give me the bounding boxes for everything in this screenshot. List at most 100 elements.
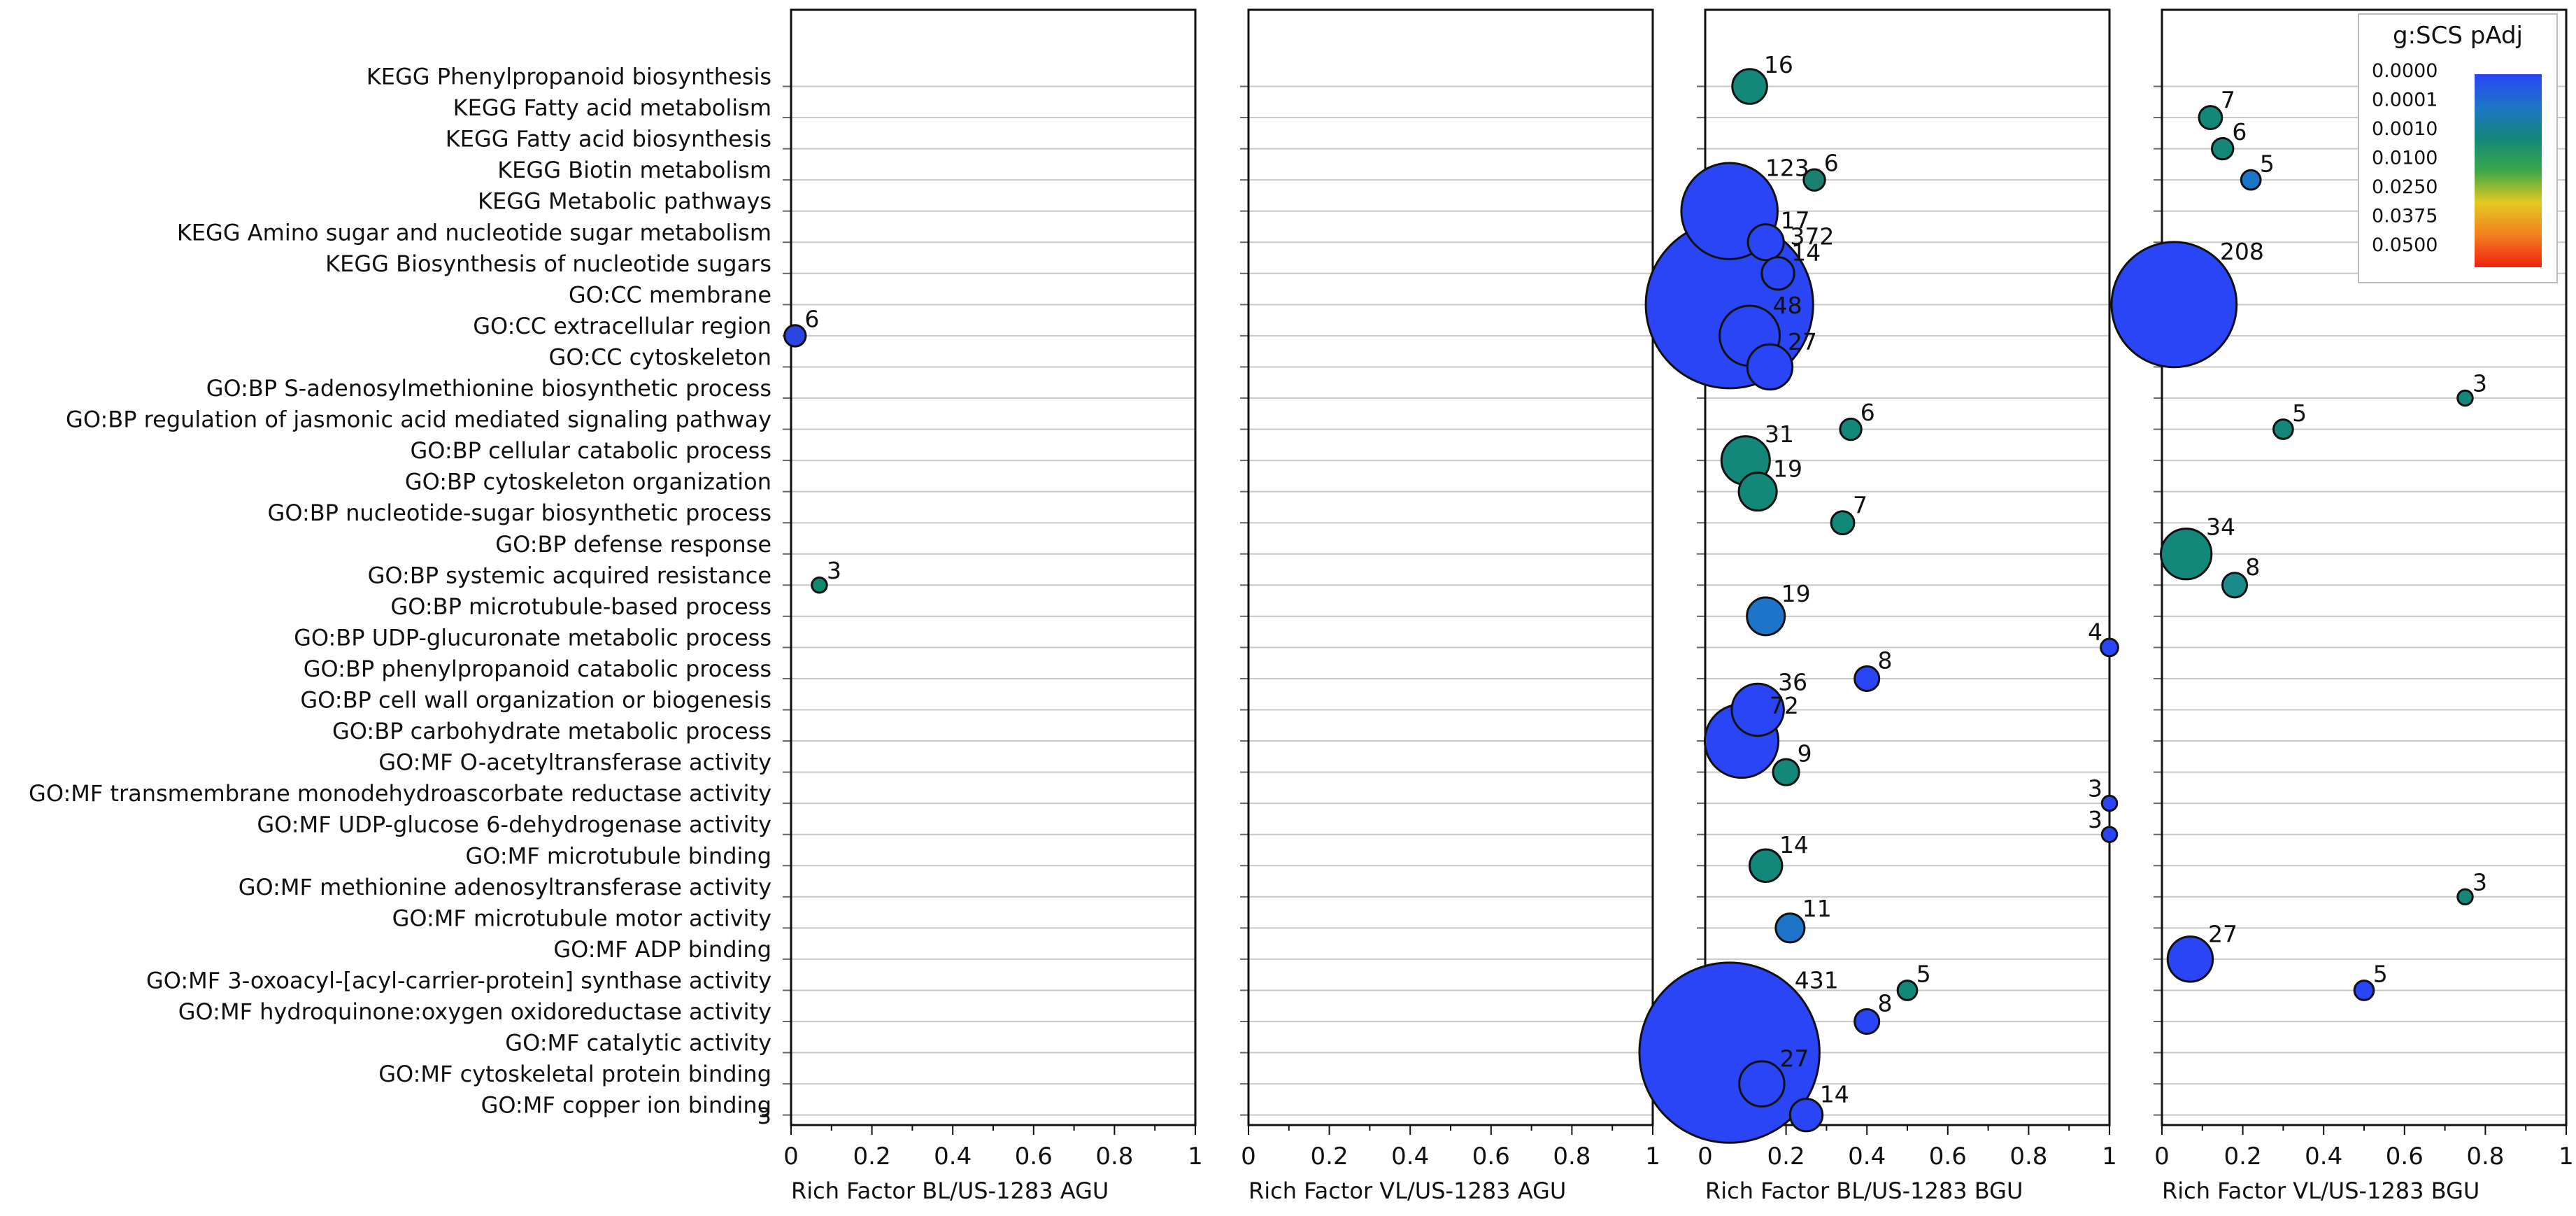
x-tick-label: 1 [2559, 1143, 2574, 1171]
bubble-label: 6 [1824, 150, 1839, 177]
bubble [2100, 826, 2119, 843]
bubble [1774, 912, 1806, 944]
category-label: GO:BP cell wall organization or biogenes… [300, 687, 771, 714]
bubble [1830, 510, 1856, 536]
stray-tick-label: 3 [757, 1103, 771, 1129]
bubble-label: 6 [804, 305, 819, 332]
x-tick-label: 0.6 [1472, 1143, 1510, 1171]
category-label: GO:MF transmembrane monodehydroascorbate… [29, 780, 771, 807]
x-tick-label: 0.8 [1095, 1143, 1133, 1171]
category-label: GO:BP nucleotide-sugar biosynthetic proc… [268, 500, 771, 526]
category-label: KEGG Phenylpropanoid biosynthesis [367, 64, 771, 90]
x-tick-label: 0.4 [1848, 1143, 1886, 1171]
bubble [2211, 136, 2235, 161]
bubble [1772, 758, 1800, 786]
category-label: KEGG Biosynthesis of nucleotide sugars [325, 250, 771, 277]
bubble [2160, 528, 2213, 581]
x-tick-label: 0 [2154, 1143, 2170, 1171]
bubble-label: 27 [1788, 328, 1817, 355]
bubble-label: 9 [1798, 740, 1812, 768]
bubble-label: 5 [2260, 150, 2275, 177]
x-tick-label: 0.2 [853, 1143, 891, 1171]
x-tick-label: 0.4 [2305, 1143, 2342, 1171]
category-label: GO:BP defense response [495, 531, 771, 558]
category-label: GO:BP S-adenosylmethionine biosynthetic … [206, 375, 771, 402]
x-tick-label: 1 [1188, 1143, 1203, 1171]
bubble-label: 8 [2245, 553, 2260, 581]
legend-color-bar [2475, 74, 2542, 267]
bubble-label: 8 [1877, 990, 1892, 1017]
bubble [2221, 572, 2249, 599]
bubble [1730, 682, 1785, 737]
bubble-label: 8 [1877, 647, 1892, 674]
bubble-label: 3 [827, 557, 841, 584]
x-axis-title: Rich Factor VL/US-1283 BGU [2162, 1178, 2479, 1204]
category-label: GO:CC membrane [569, 281, 771, 308]
category-label: GO:MF microtubule binding [465, 842, 771, 869]
category-label: KEGG Fatty acid metabolism [453, 94, 771, 121]
x-tick-label: 0.4 [1391, 1143, 1429, 1171]
category-label: GO:MF cytoskeletal protein binding [378, 1061, 771, 1087]
x-tick-label: 0.2 [2224, 1143, 2262, 1171]
x-tick-label: 0.4 [934, 1143, 972, 1171]
bubble-label: 5 [1916, 961, 1931, 988]
category-label: GO:MF ADP binding [553, 936, 771, 963]
x-tick-label: 0.6 [2386, 1143, 2424, 1171]
category-label: GO:MF copper ion binding [481, 1092, 771, 1119]
bubble-label: 7 [2221, 87, 2235, 114]
category-label: GO:BP carbohydrate metabolic process [332, 718, 771, 744]
bubble [1749, 848, 1784, 883]
legend-title: g:SCS pAdj [2393, 22, 2523, 50]
bubble-label: 6 [1860, 399, 1875, 426]
category-label: GO:BP phenylpropanoid catabolic process [304, 656, 771, 682]
category-label: GO:CC cytoskeleton [549, 344, 771, 370]
bubble-label: 7 [1853, 492, 1867, 519]
panel-frame [1247, 8, 1654, 1126]
category-label: GO:CC extracellular region [473, 313, 771, 339]
x-axis-title: Rich Factor VL/US-1283 AGU [1248, 1178, 1566, 1204]
category-label: GO:BP systemic acquired resistance [368, 562, 771, 588]
bubble [1839, 417, 1863, 441]
bubble [1802, 168, 1826, 192]
legend-tick-label: 0.0001 [2372, 90, 2438, 111]
bubble-label: 11 [1802, 895, 1832, 922]
bubble-label: 14 [1820, 1080, 1849, 1108]
bubble-label: 123 [1765, 155, 1809, 182]
x-tick-label: 1 [2102, 1143, 2117, 1171]
bubble [1746, 223, 1785, 262]
bubble [2456, 888, 2474, 906]
category-label: GO:BP cellular catabolic process [410, 437, 771, 464]
bubble [2456, 389, 2474, 407]
bubble [1853, 1008, 1881, 1035]
bubble [1788, 1097, 1824, 1133]
legend-tick-label: 0.0250 [2372, 176, 2438, 198]
bubble [2240, 169, 2262, 191]
category-label: GO:BP cytoskeleton organization [405, 469, 771, 495]
bubble [2100, 637, 2119, 658]
bubble-label: 19 [1773, 455, 1802, 483]
bubble-label: 17 [1781, 206, 1810, 234]
legend-tick-label: 0.0010 [2372, 118, 2438, 140]
bubble-label: 16 [1764, 51, 1793, 78]
bubble-label: 14 [1791, 239, 1821, 267]
x-tick-label: 0.2 [1311, 1143, 1349, 1171]
bubble-label: 3 [2088, 775, 2102, 803]
bubble [2272, 418, 2294, 440]
x-tick-label: 0.8 [2009, 1143, 2047, 1171]
bubble-label: 3 [2472, 868, 2487, 896]
bubble [2166, 935, 2214, 983]
category-label: GO:MF catalytic activity [505, 1030, 771, 1056]
category-label: GO:BP UDP-glucuronate metabolic process [294, 624, 771, 651]
x-tick-label: 0 [1241, 1143, 1256, 1171]
bubble-label: 48 [1773, 292, 1802, 319]
bubble-label: 431 [1795, 966, 1839, 994]
bubble-label: 14 [1779, 831, 1809, 858]
bubble [783, 324, 807, 348]
x-tick-label: 0.2 [1767, 1143, 1805, 1171]
bubble-label: 208 [2220, 238, 2264, 265]
bubble [1738, 1060, 1786, 1108]
x-tick-label: 0.8 [1553, 1143, 1591, 1171]
bubble [2110, 241, 2238, 369]
